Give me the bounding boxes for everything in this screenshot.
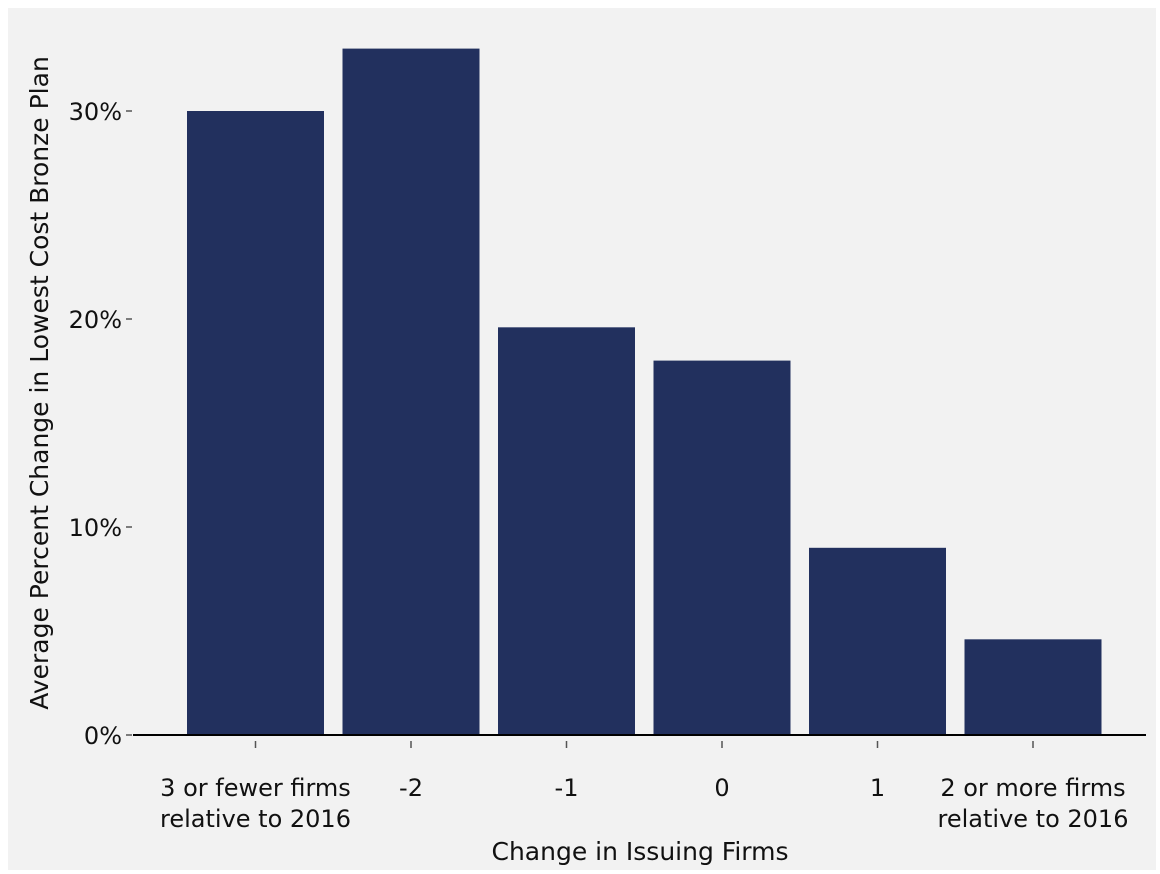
x-tick-label: 2 or more firms relative to 2016 (938, 774, 1129, 833)
bar-3 (653, 360, 791, 735)
x-tick-label-line: 0 (714, 774, 729, 802)
x-axis-title: Change in Issuing Firms (492, 837, 789, 866)
x-tick-label: -1 (555, 774, 579, 802)
bar-2 (498, 327, 635, 735)
x-tick-label: 3 or fewer firms relative to 2016 (160, 774, 351, 833)
x-axis: 3 or fewer firms relative to 2016 -2 -1 0 1 2 … (160, 741, 1128, 833)
x-tick-label: 0 (714, 774, 729, 802)
bar-5 (964, 639, 1102, 735)
y-axis-title: Average Percent Change in Lowest Cost Br… (25, 56, 54, 710)
y-tick-label: 0% (84, 722, 122, 750)
x-tick-label-line: relative to 2016 (938, 805, 1129, 833)
x-tick-label-line: 3 or fewer firms (160, 774, 351, 802)
x-tick-label: 1 (870, 774, 885, 802)
y-axis: 0% 10% 20% 30% (69, 98, 132, 750)
chart-panel: 0% 10% 20% 30% 3 or fewer firms relative to … (8, 8, 1156, 870)
x-tick-label-line: relative to 2016 (160, 805, 351, 833)
bar-1 (342, 48, 480, 736)
x-tick-label-line: 2 or more firms (940, 774, 1125, 802)
bar-0 (187, 111, 324, 735)
x-tick-label-line: 1 (870, 774, 885, 802)
y-tick-label: 10% (69, 514, 122, 542)
y-tick-label: 20% (69, 306, 122, 334)
bar-chart: 0% 10% 20% 30% 3 or fewer firms relative to … (25, 48, 1146, 866)
bars-group (187, 48, 1102, 736)
x-tick-label-line: -1 (555, 774, 579, 802)
y-tick-label: 30% (69, 98, 122, 126)
x-tick-label: -2 (399, 774, 423, 802)
bar-4 (809, 547, 946, 735)
x-tick-label-line: -2 (399, 774, 423, 802)
